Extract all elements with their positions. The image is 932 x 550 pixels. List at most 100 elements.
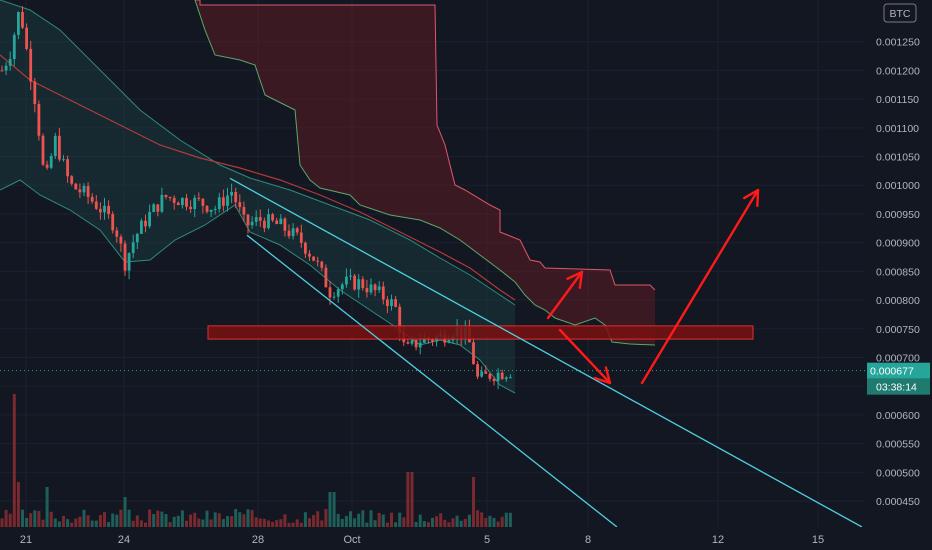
volume-bar — [308, 518, 311, 527]
candle — [308, 250, 311, 261]
candle — [336, 287, 340, 303]
volume-bar — [279, 519, 283, 527]
candle — [197, 192, 201, 202]
volume-bar — [119, 509, 123, 527]
channel-upper-line[interactable] — [229, 177, 863, 527]
candle — [271, 212, 274, 223]
candle — [99, 202, 102, 220]
candle — [480, 366, 484, 378]
candle — [390, 294, 393, 311]
cloud-lower-line — [194, 0, 656, 346]
candle — [172, 195, 176, 210]
volume-bar — [37, 510, 41, 527]
volume-bar — [148, 509, 152, 527]
time-axis[interactable]: 21 24 28 Oct 5 8 12 15 — [20, 534, 824, 546]
candle — [361, 276, 365, 291]
candle — [90, 193, 94, 204]
channel-lower-line[interactable] — [246, 234, 618, 527]
price-tick-label: 0.000500 — [876, 467, 920, 479]
arrow-up-small[interactable] — [546, 270, 584, 320]
arrow-down[interactable] — [558, 328, 612, 385]
volume-bar — [336, 513, 340, 527]
time-tick-label: 24 — [118, 534, 130, 546]
volume-bar — [107, 522, 111, 527]
candle — [78, 183, 82, 198]
volume-bar — [189, 514, 193, 527]
volume-bar — [316, 511, 320, 527]
volume-bar — [271, 521, 275, 527]
candle — [496, 368, 500, 390]
candle — [345, 268, 348, 288]
volume-bar — [373, 520, 377, 527]
resistance-zone[interactable] — [207, 325, 754, 340]
volume-bar — [74, 518, 78, 527]
candle — [332, 292, 336, 300]
price-tick-label: 0.000700 — [876, 352, 920, 364]
volume-bar — [12, 394, 16, 527]
candle — [176, 201, 180, 206]
volume-bars — [0, 394, 512, 527]
forecast-arrows[interactable] — [546, 188, 760, 385]
volume-bar — [217, 513, 221, 527]
candle — [238, 194, 242, 212]
currency-badge[interactable]: BTC — [883, 3, 917, 23]
time-tick-label: 21 — [20, 534, 32, 546]
volume-bar — [21, 509, 24, 527]
candle — [131, 234, 135, 259]
volume-bar — [344, 515, 348, 527]
volume-bar — [439, 513, 443, 527]
candle — [193, 194, 197, 218]
candle — [181, 197, 184, 209]
arrow-up-large[interactable] — [640, 188, 760, 385]
volume-bar — [115, 514, 119, 527]
volume-bar — [86, 515, 90, 527]
volume-bar — [398, 512, 402, 527]
candle — [41, 133, 45, 167]
volume-bar — [156, 510, 160, 527]
price-tick-label: 0.000550 — [876, 439, 920, 451]
volume-bar — [230, 516, 234, 527]
volume-bar — [484, 518, 488, 527]
candle — [103, 197, 106, 220]
candle — [140, 218, 143, 235]
candle — [349, 268, 352, 281]
candle — [66, 155, 69, 183]
volume-bar — [349, 511, 352, 527]
bollinger-band — [0, 0, 515, 393]
volume-bar — [455, 515, 459, 527]
time-tick-label: 15 — [812, 534, 824, 546]
volume-bar — [221, 519, 225, 527]
price-tick-label: 0.000950 — [876, 209, 920, 221]
candle — [254, 210, 258, 227]
volume-bar — [320, 520, 324, 527]
candle — [291, 223, 295, 240]
price-tick-label: 0.000600 — [876, 410, 920, 422]
candle — [58, 127, 61, 162]
volume-bar — [197, 518, 201, 527]
volume-bar — [472, 477, 475, 527]
volume-bar — [303, 512, 307, 527]
candle — [74, 182, 78, 190]
volume-bar — [504, 512, 508, 527]
volume-bar — [447, 522, 451, 527]
candle — [0, 65, 4, 72]
candle — [242, 201, 246, 222]
candle — [185, 193, 188, 211]
candle — [263, 217, 266, 233]
volume-bar — [488, 515, 492, 527]
candle — [25, 23, 28, 51]
volume-bar — [201, 519, 205, 527]
candle — [312, 256, 315, 262]
volume-bar — [369, 510, 373, 527]
candle — [94, 195, 98, 211]
volume-bar — [242, 514, 246, 527]
candle — [37, 100, 41, 141]
price-axis[interactable]: 0.0004500.0005000.0005500.0006000.000650… — [876, 37, 920, 508]
candle — [164, 194, 168, 200]
candle — [144, 214, 147, 233]
volume-bar — [283, 514, 287, 527]
candle — [386, 296, 389, 314]
volume-bar — [103, 512, 106, 527]
currency-badge-label: BTC — [890, 8, 911, 20]
